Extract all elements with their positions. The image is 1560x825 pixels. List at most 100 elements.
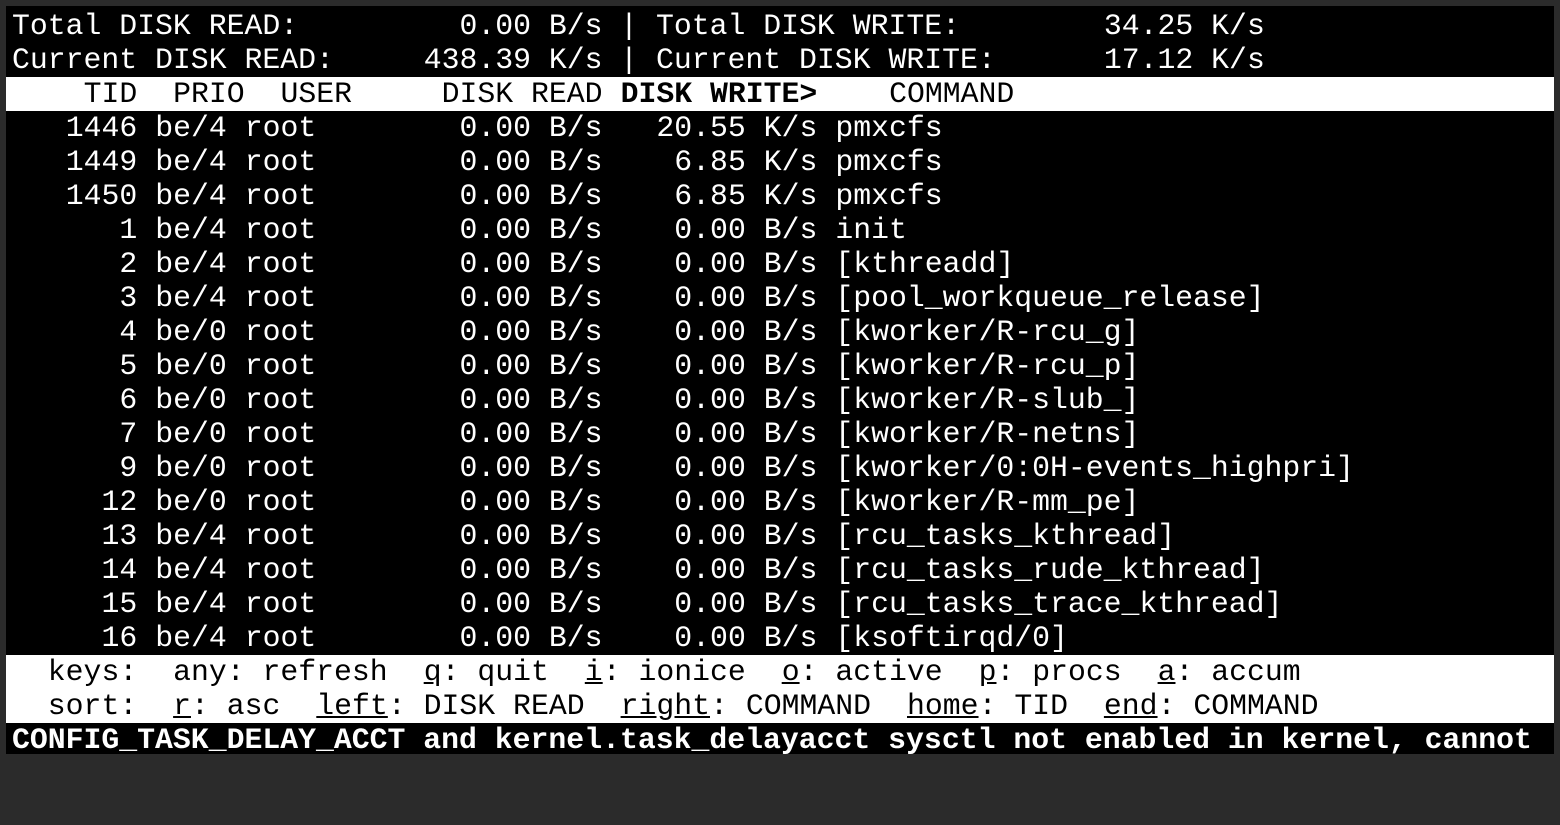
tid: 3	[119, 281, 138, 315]
user: root	[244, 519, 317, 553]
process-row[interactable]: 12 be/0 root 0.00 B/s 0.00 B/s [kworker/R-mm_…	[6, 485, 1554, 519]
user: root	[244, 349, 317, 383]
shortcut-key-r[interactable]: r	[173, 689, 191, 723]
disk-write: 20.55 K/s	[656, 111, 818, 145]
process-row[interactable]: 5 be/0 root 0.00 B/s 0.00 B/s [kworker/R-rcu_…	[6, 349, 1554, 383]
disk-read: 0.00 B/s	[459, 281, 603, 315]
disk-read: 0.00 B/s	[459, 179, 603, 213]
col-command[interactable]: COMMAND	[889, 77, 1015, 111]
prio: be/4	[155, 587, 227, 621]
shortcut-desc: : active	[799, 655, 943, 689]
process-row[interactable]: 1450 be/4 root 0.00 B/s 6.85 K/s pmxcfs	[6, 179, 1554, 213]
prio: be/4	[155, 111, 227, 145]
warning-message: CONFIG_TASK_DELAY_ACCT and kernel.task_d…	[6, 723, 1554, 757]
col-prio[interactable]: PRIO	[173, 77, 245, 111]
tid: 7	[119, 417, 138, 451]
sort-help: sort: r: asc left: DISK READ right: COMMAND…	[6, 689, 1554, 723]
disk-read: 0.00 B/s	[459, 553, 603, 587]
tid: 4	[119, 315, 138, 349]
prio: be/0	[155, 315, 227, 349]
shortcut-key-a[interactable]: a	[1157, 655, 1176, 689]
keys-help: keys: any: refresh q: quit i: ionice o: acti…	[6, 655, 1554, 689]
col-disk-write-sorted[interactable]: DISK WRITE>	[620, 77, 818, 111]
tid: 13	[101, 519, 138, 553]
disk-write: 0.00 B/s	[674, 281, 818, 315]
shortcut-key-q[interactable]: q	[423, 655, 442, 689]
process-row[interactable]: 2 be/4 root 0.00 B/s 0.00 B/s [kthreadd]	[6, 247, 1554, 281]
disk-read: 0.00 B/s	[459, 145, 603, 179]
shortcut-key-p[interactable]: p	[978, 655, 997, 689]
command: [kworker/R-slub_]	[835, 383, 1140, 417]
column-header: TID PRIO USER DISK READ DISK WRITE> COMM…	[6, 77, 1554, 111]
disk-read: 0.00 B/s	[459, 383, 603, 417]
prio: be/0	[155, 451, 227, 485]
summary-current: Current DISK READ: 438.39 K/s | Current …	[6, 43, 1554, 77]
disk-read: 0.00 B/s	[459, 621, 603, 655]
process-row[interactable]: 14 be/4 root 0.00 B/s 0.00 B/s [rcu_tasks_rud…	[6, 553, 1554, 587]
user: root	[244, 451, 317, 485]
user: root	[244, 417, 317, 451]
disk-write: 6.85 K/s	[674, 145, 818, 179]
shortcut-key-end[interactable]: end	[1103, 689, 1158, 723]
col-tid[interactable]: TID	[83, 77, 138, 111]
command: [kworker/R-rcu_g]	[835, 315, 1140, 349]
process-row[interactable]: 4 be/0 root 0.00 B/s 0.00 B/s [kworker/R-rcu_…	[6, 315, 1554, 349]
col-user[interactable]: USER	[280, 77, 353, 111]
process-row[interactable]: 1 be/4 root 0.00 B/s 0.00 B/s init	[6, 213, 1554, 247]
user: root	[244, 281, 317, 315]
total-read-label: Total DISK READ:	[12, 9, 299, 43]
process-row[interactable]: 16 be/4 root 0.00 B/s 0.00 B/s [ksoftirqd/0]	[6, 621, 1554, 655]
shortcut-desc: : DISK READ	[387, 689, 585, 723]
command: [ksoftirqd/0]	[835, 621, 1068, 655]
summary-total: Total DISK READ: 0.00 B/s | Total DISK W…	[6, 9, 1554, 43]
prio: be/0	[155, 349, 227, 383]
prio: be/4	[155, 281, 227, 315]
prio: be/4	[155, 519, 227, 553]
total-write-label: Total DISK WRITE:	[656, 9, 960, 43]
process-row[interactable]: 7 be/0 root 0.00 B/s 0.00 B/s [kworker/R-netn…	[6, 417, 1554, 451]
command: [rcu_tasks_kthread]	[835, 519, 1176, 553]
shortcut-desc: : ionice	[602, 655, 746, 689]
process-row[interactable]: 9 be/0 root 0.00 B/s 0.00 B/s [kworker/0:0H-e…	[6, 451, 1554, 485]
col-disk-read[interactable]: DISK READ	[441, 77, 603, 111]
prio: be/4	[155, 621, 227, 655]
user: root	[244, 213, 317, 247]
shortcut-key-home[interactable]: home	[907, 689, 979, 723]
total-write-value: 34.25 K/s	[1103, 9, 1265, 43]
iotop-terminal[interactable]: Total DISK READ: 0.00 B/s | Total DISK W…	[6, 6, 1554, 757]
disk-read: 0.00 B/s	[459, 451, 603, 485]
prio: be/4	[155, 553, 227, 587]
tid: 2	[119, 247, 138, 281]
disk-write: 0.00 B/s	[674, 519, 818, 553]
process-row[interactable]: 3 be/4 root 0.00 B/s 0.00 B/s [pool_workqueue…	[6, 281, 1554, 315]
shortcut-desc: : TID	[978, 689, 1068, 723]
prio: be/0	[155, 417, 227, 451]
command: pmxcfs	[835, 111, 943, 145]
command: [kworker/R-netns]	[835, 417, 1140, 451]
process-row[interactable]: 6 be/0 root 0.00 B/s 0.00 B/s [kworker/R-slub…	[6, 383, 1554, 417]
disk-write: 0.00 B/s	[674, 451, 818, 485]
disk-write: 0.00 B/s	[674, 315, 818, 349]
disk-read: 0.00 B/s	[459, 519, 603, 553]
user: root	[244, 247, 317, 281]
shortcut-key-i[interactable]: i	[584, 655, 603, 689]
command: [kthreadd]	[835, 247, 1015, 281]
disk-read: 0.00 B/s	[459, 315, 603, 349]
separator: |	[620, 43, 638, 77]
process-row[interactable]: 1446 be/4 root 0.00 B/s 20.55 K/s pmxcfs	[6, 111, 1554, 145]
prio: be/4	[155, 213, 227, 247]
prio: be/0	[155, 485, 227, 519]
disk-write: 0.00 B/s	[674, 621, 818, 655]
prio: be/4	[155, 145, 227, 179]
shortcut-key-left[interactable]: left	[316, 689, 388, 723]
shortcut-key-right[interactable]: right	[620, 689, 710, 723]
user: root	[244, 485, 317, 519]
disk-read: 0.00 B/s	[459, 213, 603, 247]
shortcut-desc: : COMMAND	[710, 689, 872, 723]
process-row[interactable]: 15 be/4 root 0.00 B/s 0.00 B/s [rcu_tasks_tra…	[6, 587, 1554, 621]
user: root	[244, 315, 317, 349]
process-row[interactable]: 13 be/4 root 0.00 B/s 0.00 B/s [rcu_tasks_kth…	[6, 519, 1554, 553]
process-row[interactable]: 1449 be/4 root 0.00 B/s 6.85 K/s pmxcfs	[6, 145, 1554, 179]
sort_line-label: sort:	[47, 689, 138, 723]
shortcut-key-o[interactable]: o	[781, 655, 800, 689]
